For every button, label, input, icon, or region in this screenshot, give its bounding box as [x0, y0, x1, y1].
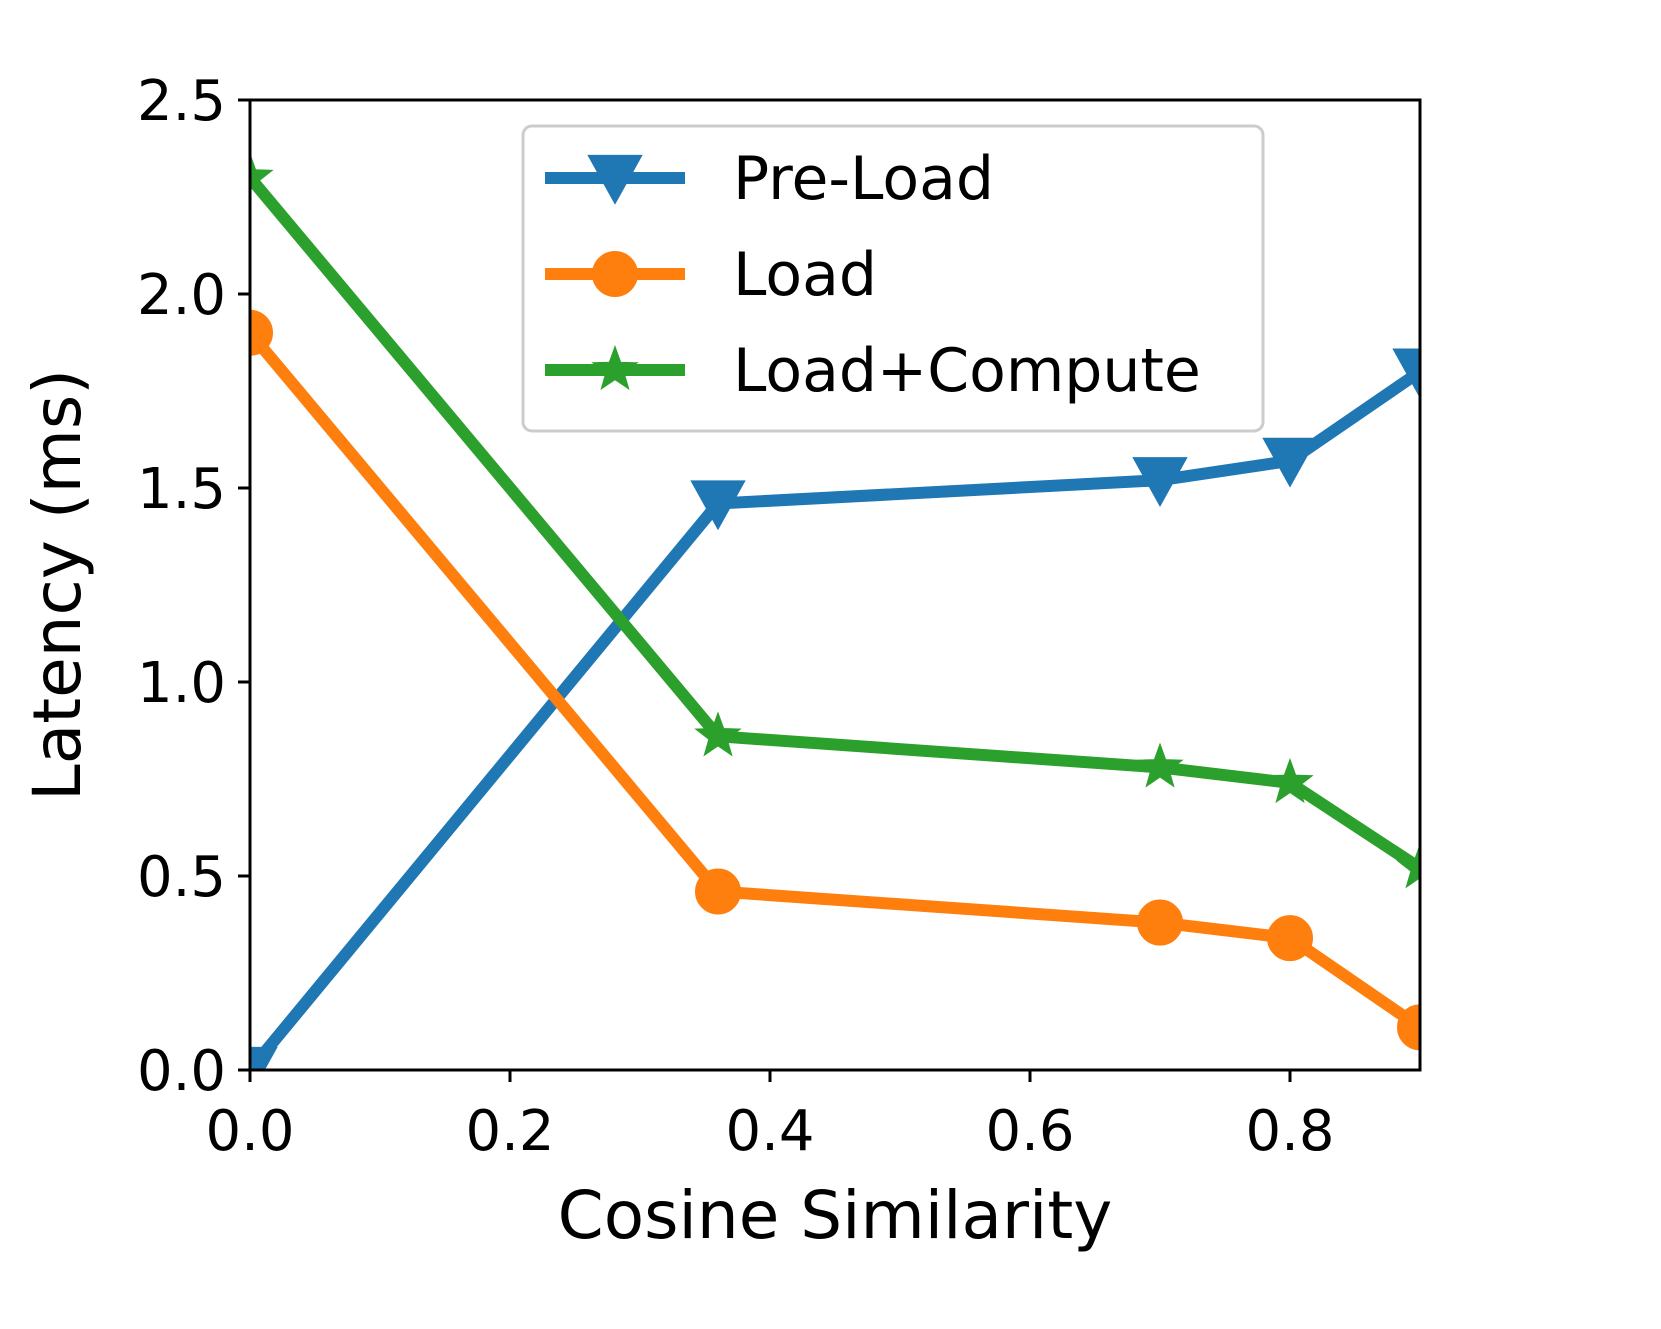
legend-label: Pre-Load [733, 144, 994, 214]
data-point-load [695, 868, 741, 915]
x-tick-label: 0.6 [985, 1099, 1074, 1164]
data-point-pre-load [1392, 348, 1420, 399]
data-point-load-compute [694, 711, 742, 757]
series-layer [250, 152, 1420, 1070]
data-point-pre-load [1262, 437, 1318, 488]
data-point-load [1137, 899, 1183, 946]
x-axis-label: Cosine Similarity [558, 1177, 1113, 1254]
y-tick-label: 0.0 [137, 1039, 226, 1104]
x-axis: 0.0 0.2 0.4 0.6 0.8 [205, 1070, 1335, 1164]
legend-marker [591, 345, 639, 391]
x-tick-label: 0.4 [725, 1099, 814, 1164]
series-line-pre-load [250, 364, 1420, 1070]
y-tick-label: 1.0 [137, 651, 226, 716]
data-point-load [1267, 915, 1313, 962]
series-load-compute [250, 152, 1420, 889]
y-tick-label: 0.5 [137, 845, 226, 910]
legend-box [521, 124, 1265, 433]
data-point-load-compute [1136, 742, 1184, 788]
legend-label: Load+Compute [733, 336, 1201, 406]
legend-item-load: Load [545, 240, 877, 310]
data-point-load-compute [250, 152, 274, 198]
data-point-pre-load [690, 480, 746, 531]
x-tick-label: 0.8 [1245, 1099, 1334, 1164]
series-load [250, 309, 1420, 1051]
legend-item-load-compute: Load+Compute [545, 336, 1201, 406]
legend-marker [592, 251, 638, 297]
y-tick-label: 2.0 [137, 263, 226, 328]
data-point-pre-load [1132, 457, 1188, 507]
x-tick-label: 0.2 [465, 1099, 554, 1164]
plot-frame [248, 98, 1422, 1072]
x-tick-label: 0.0 [205, 1099, 294, 1164]
series-pre-load [250, 348, 1420, 1070]
series-line-load [250, 324, 1420, 1035]
legend-label: Load [733, 240, 877, 310]
y-axis-label: Latency (ms) [19, 369, 96, 801]
data-point-load-compute [1396, 843, 1420, 889]
data-point-load [250, 309, 273, 356]
legend: Pre-Load Load Load+Compute [521, 124, 1265, 433]
y-tick-label: 2.5 [137, 69, 226, 134]
data-point-load [1397, 1004, 1420, 1051]
y-tick-label: 1.5 [137, 457, 226, 522]
legend-marker [587, 154, 643, 205]
legend-item-pre-load: Pre-Load [545, 144, 994, 214]
y-axis: 0.0 0.5 1.0 1.5 2.0 2.5 [137, 69, 250, 1104]
data-point-pre-load [250, 1046, 278, 1070]
data-point-load-compute [1266, 757, 1314, 804]
